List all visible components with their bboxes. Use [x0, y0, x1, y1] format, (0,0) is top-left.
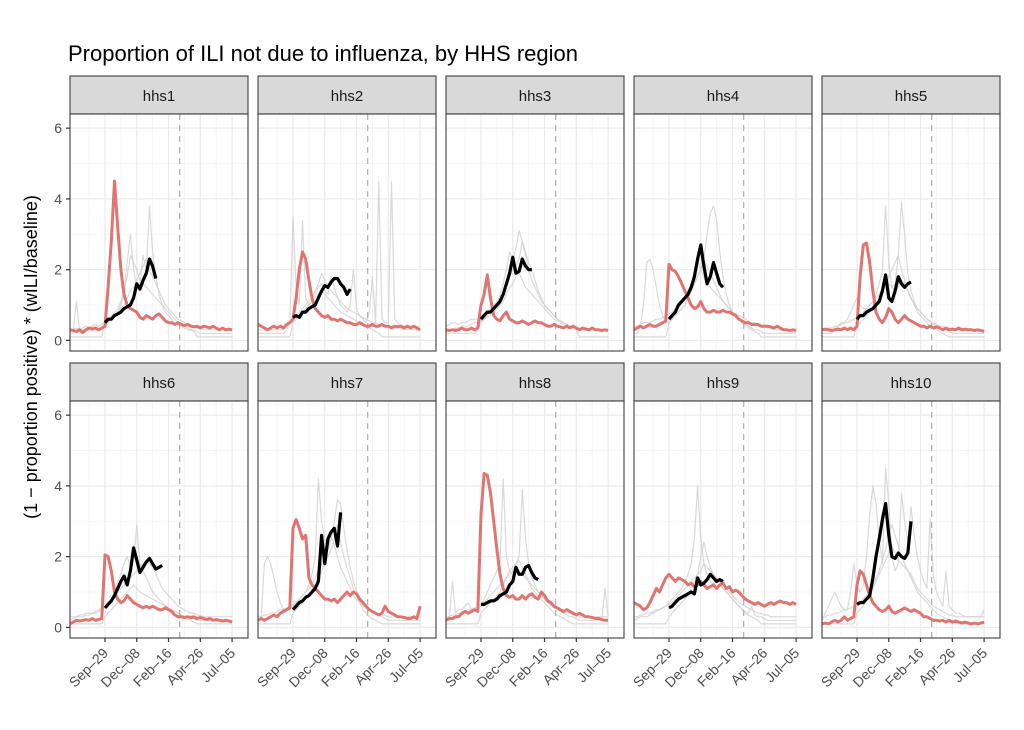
panel-border [821, 400, 1001, 639]
other-season-line [258, 290, 421, 338]
facet-strip [821, 362, 1001, 402]
y-tick-label: 6 [54, 407, 62, 423]
plot-area [822, 114, 1000, 351]
panel-border [257, 400, 437, 639]
panel-hhs4: hhs4 [633, 75, 813, 352]
panel-border [69, 400, 249, 639]
highlight-season-line [257, 250, 421, 332]
panel-border [445, 400, 625, 639]
plot-area [258, 401, 436, 638]
facet-label: hhs10 [891, 375, 932, 392]
current-season-line [103, 257, 158, 324]
current-season-line [291, 512, 343, 611]
facet-label: hhs3 [519, 88, 552, 105]
y-tick-label: 4 [54, 478, 62, 494]
y-tick-label: 2 [54, 262, 62, 278]
y-axis-title: (1 − proportion positive) * (wILI/baseli… [21, 195, 41, 519]
y-tick-label: 0 [54, 619, 62, 635]
current-season-line [668, 572, 724, 610]
current-season-line [481, 563, 539, 607]
panel-border [69, 113, 249, 352]
panel-hhs5: hhs5 [821, 75, 1001, 352]
other-season-line [634, 262, 797, 338]
other-season-line [70, 559, 233, 618]
facet-label: hhs5 [895, 88, 928, 105]
highlight-season-line [257, 518, 422, 622]
facet-label: hhs9 [707, 375, 740, 392]
facet-strip [257, 75, 437, 115]
other-season-line [446, 559, 609, 625]
panel-hhs3: hhs3 [445, 75, 625, 352]
highlight-season-line [633, 572, 797, 612]
panel-border [633, 113, 813, 352]
chart-title: Proportion of ILI not due to influenza, … [68, 41, 578, 66]
highlight-season-line [69, 553, 233, 626]
facet-label: hhs4 [707, 88, 740, 105]
other-season-line [258, 534, 421, 618]
current-season-line [292, 276, 352, 319]
highlight-season-line [821, 569, 985, 626]
y-tick-label: 4 [54, 191, 62, 207]
facet-label: hhs7 [331, 375, 364, 392]
plot-area [446, 401, 624, 638]
highlight-season-line [445, 273, 609, 332]
other-season-line [446, 230, 609, 338]
y-tick-label: 6 [54, 120, 62, 136]
other-season-line [822, 201, 985, 334]
plot-area [634, 401, 812, 638]
highlight-season-line [69, 179, 233, 335]
other-season-line [70, 584, 233, 625]
facet-label: hhs2 [331, 88, 364, 105]
panel-border [633, 400, 813, 639]
plot-area [822, 401, 1000, 638]
facet-label: hhs6 [143, 375, 176, 392]
other-season-line [821, 467, 985, 621]
facet-label: hhs1 [143, 88, 176, 105]
y-tick-label: 2 [54, 549, 62, 565]
other-season-line [634, 205, 797, 334]
current-season-line [855, 273, 912, 321]
other-season-line [822, 254, 985, 338]
facet-strip [633, 362, 813, 402]
facet-strip [257, 362, 437, 402]
highlight-season-line [633, 262, 797, 332]
facet-label: hhs8 [519, 375, 552, 392]
plot-area [70, 114, 248, 351]
panel-border [257, 113, 437, 352]
panel-border [445, 113, 625, 352]
other-season-line [822, 545, 985, 618]
other-season-line [70, 258, 233, 331]
other-season-line [634, 563, 797, 618]
panel-hhs1: hhs1 0 2 4 6 [54, 75, 249, 352]
y-tick-label: 0 [54, 332, 62, 348]
other-season-line [258, 180, 421, 334]
plot-area [446, 114, 624, 351]
panel-border [821, 113, 1001, 352]
facet-strip [633, 75, 813, 115]
other-season-line [446, 566, 609, 618]
current-season-line [479, 255, 532, 321]
panel-hhs2: hhs2 [257, 75, 437, 352]
other-season-line [822, 524, 985, 625]
current-season-line [856, 502, 913, 606]
highlight-season-line [821, 241, 985, 333]
current-season-line [667, 243, 725, 321]
other-season-line [70, 254, 233, 338]
facet-strip [821, 75, 1001, 115]
facet-strip [69, 75, 249, 115]
plot-area [634, 114, 812, 351]
highlight-season-line [445, 472, 609, 622]
current-season-line [103, 546, 163, 609]
